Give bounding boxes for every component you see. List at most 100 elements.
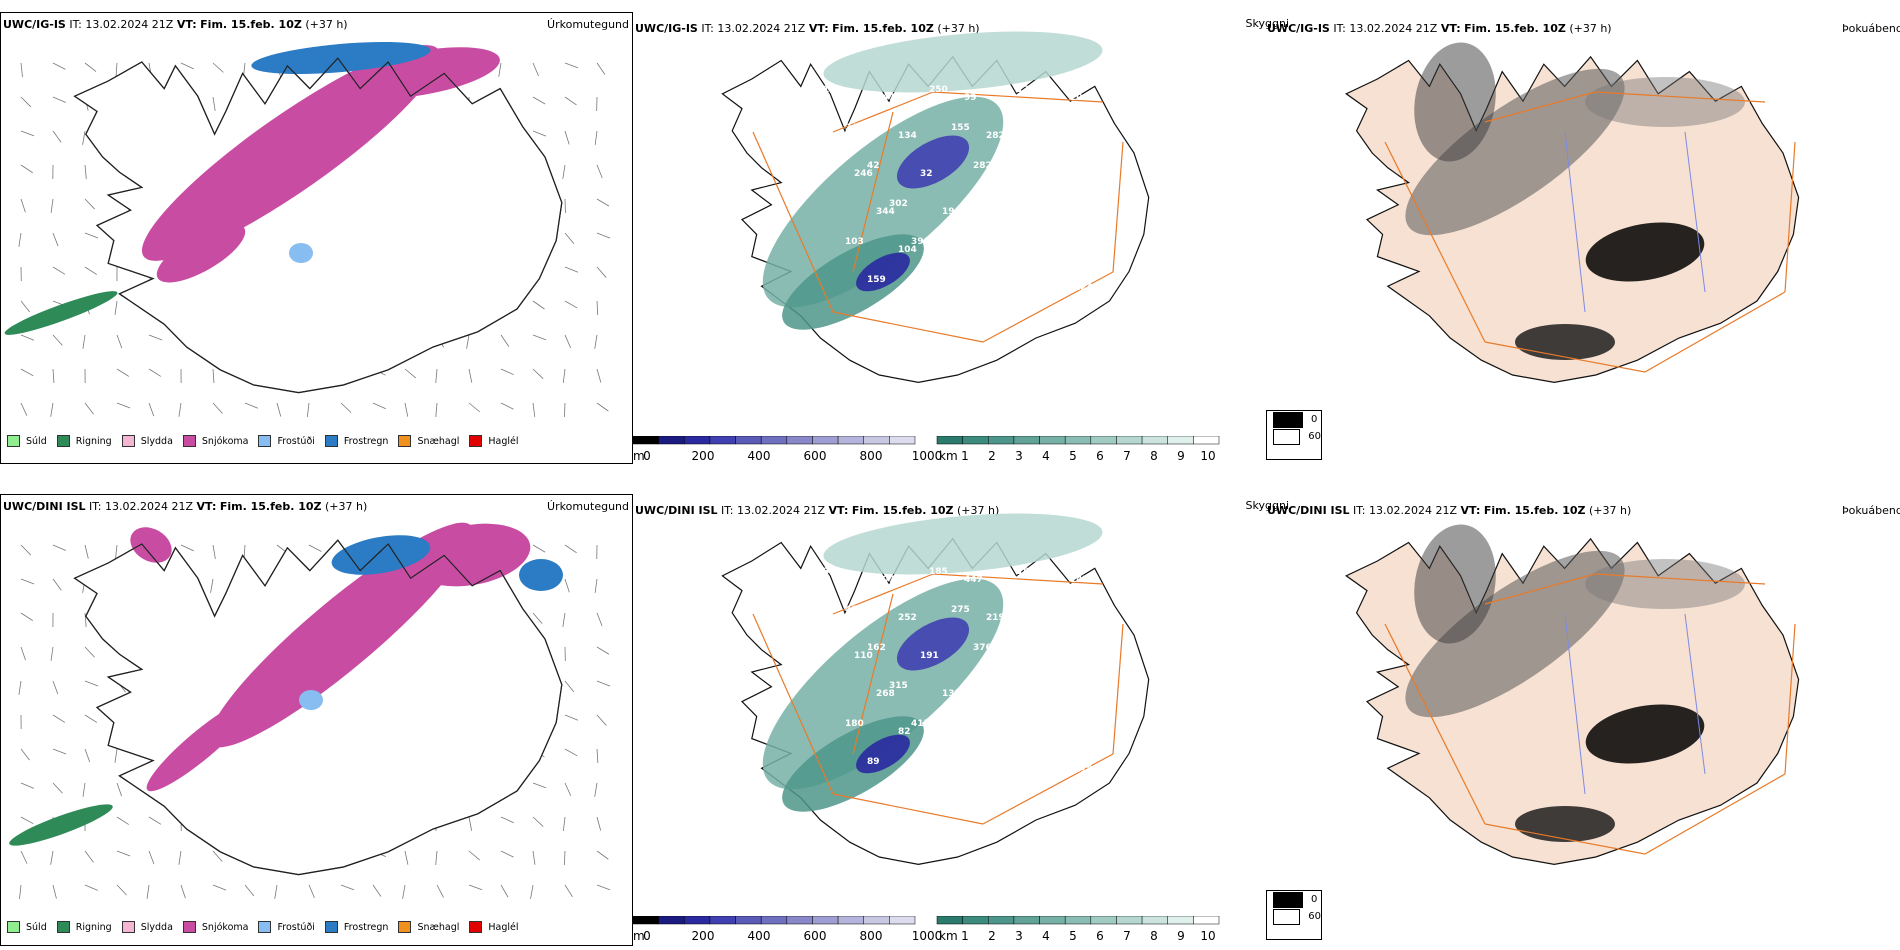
- fog-index-area: [1585, 222, 1705, 282]
- cloud-base-value: 147: [1070, 575, 1089, 585]
- road-network: [752, 573, 1124, 825]
- cloud-base-value: 132: [942, 689, 961, 699]
- cloud-base-value: 352: [1083, 681, 1102, 691]
- freezing-rain-area: [251, 41, 431, 75]
- cloud-base-value: 209: [1070, 93, 1089, 103]
- cloud-base-value: 329: [1039, 275, 1058, 285]
- cloud-base-value: 139: [1017, 85, 1036, 95]
- cloud-base-value: 12: [933, 275, 946, 285]
- legend-item: Haglél: [469, 435, 519, 447]
- cloud-base-value: 805: [1030, 689, 1049, 699]
- cloud-base-value: 250: [929, 85, 948, 95]
- legend-swatch: [398, 921, 412, 933]
- snow-area: [146, 698, 256, 792]
- fog-panel-top: UWC/IG-IS IT: 13.02.2024 21Z VT: Fim. 15…: [1265, 12, 1900, 464]
- cloud-base-value: 265: [933, 757, 952, 767]
- cloud-base-value: 282: [973, 161, 992, 171]
- scale-tick: 1000: [912, 449, 943, 463]
- scale-tick: 3: [1015, 929, 1023, 943]
- scale-tick: 9: [1177, 449, 1185, 463]
- snow-area: [130, 527, 172, 563]
- scale-tick: 600: [804, 929, 827, 943]
- legend-swatch: [258, 435, 272, 447]
- cloud-base-value: 291: [1092, 613, 1111, 623]
- cloud-base-value: 162: [867, 643, 886, 653]
- fog-legend-label: 60: [1308, 911, 1321, 922]
- fog-index-area: [1405, 550, 1625, 718]
- cloud-base-value: 507: [876, 575, 895, 585]
- cloud-base-value: 134: [898, 131, 917, 141]
- legend-swatch: [182, 435, 196, 447]
- legend-label: Súld: [26, 921, 47, 933]
- legend-label: Frostúði: [277, 435, 315, 447]
- fog-index-area: [1585, 559, 1745, 609]
- cloud-base-value: 82: [898, 727, 911, 737]
- cloud-base-value: 82: [995, 681, 1008, 691]
- scale-tick: 8: [1150, 449, 1158, 463]
- cloud-base-labels: 156 147 250 99 139 209 249 134 155 282 231 288 42 32 2…: [823, 85, 1111, 323]
- cloud-base-value: 396: [911, 237, 930, 247]
- panel-title: Úrkomutegund: [547, 18, 629, 31]
- cloud-base-colorbar: m0 200 400 600 800 1000: [633, 916, 942, 943]
- fog-index-area: [1414, 42, 1496, 162]
- scale-tick: 10: [1200, 929, 1215, 943]
- cloud-base-value: 70: [1017, 237, 1030, 247]
- freezing-drizzle-area: [299, 690, 323, 710]
- cloud-base-value: 180: [845, 719, 864, 729]
- legend-label: Slydda: [140, 435, 173, 447]
- cloud-base-value: 231: [1039, 123, 1058, 133]
- fog-legend-top: 0 60: [1266, 410, 1322, 460]
- fog-legend-item: 60: [1267, 908, 1321, 925]
- fog-legend-bottom: 0 60: [1266, 890, 1322, 940]
- legend-swatch: [469, 435, 483, 447]
- snow-area: [208, 522, 474, 748]
- cloud-base-value: 408: [845, 605, 864, 615]
- scale-tick: 4: [1042, 929, 1050, 943]
- legend-label: Rigning: [75, 435, 112, 447]
- scale-tick: 1000: [912, 929, 943, 943]
- cloud-base-labels: 30 507 185 447 191 147 408 252 275 219 785 291 162 19…: [823, 567, 1111, 775]
- cloud-base-value: 172: [1052, 245, 1071, 255]
- low-visibility-area: [823, 31, 1103, 93]
- legend-label: Frostregn: [343, 435, 389, 447]
- cloud-base-value: 268: [876, 689, 895, 699]
- cloud-base-value: 202: [920, 283, 939, 293]
- cloud-base-value: 194: [942, 207, 961, 217]
- panel-header: UWC/IG-IS IT: 13.02.2024 21Z VT: Fim. 15…: [3, 18, 348, 31]
- cloud-base-value: 302: [889, 199, 908, 209]
- cloud-base-value: 110: [854, 651, 873, 661]
- scale-tick: 7: [1123, 449, 1131, 463]
- cloud-base-value: 415: [911, 719, 930, 729]
- scale-tick: 600: [804, 449, 827, 463]
- low-visibility-area: [823, 513, 1103, 575]
- precip-type-legend: Súld Rigning Slydda Snjókoma Frostúði Frostre…: [7, 435, 529, 447]
- scale-tick: 7: [1123, 929, 1131, 943]
- cloud-base-value: 219: [986, 613, 1005, 623]
- cloud-base-value: 103: [845, 237, 864, 247]
- scale-unit: m: [633, 929, 645, 943]
- legend-swatch: [324, 921, 338, 933]
- precip-map-bottom: [9, 522, 611, 899]
- scale-tick: 5: [1069, 929, 1077, 943]
- cloud-base-value: 207: [1008, 169, 1027, 179]
- legend-label: Snæhagl: [417, 921, 460, 933]
- road-network: [1384, 91, 1796, 373]
- fog-legend-label: 0: [1311, 894, 1318, 905]
- fog-legend-item: 60: [1267, 428, 1321, 445]
- snow-area: [141, 45, 441, 261]
- scale-tick: 8: [1150, 929, 1158, 943]
- cloud-base-value: 249: [845, 123, 864, 133]
- fog-panel-bottom: UWC/DINI ISL IT: 13.02.2024 21Z VT: Fim.…: [1265, 494, 1900, 946]
- panel-title: Þokuábendi: [1842, 504, 1900, 517]
- fog-index-area: [1585, 704, 1705, 764]
- scale-tick: 3: [1015, 449, 1023, 463]
- cloud-base-value: 124: [1074, 283, 1093, 293]
- rain-area: [9, 804, 113, 846]
- legend-label: Frostúði: [277, 921, 315, 933]
- snow-area: [156, 223, 246, 283]
- cloud-base-value: 191: [920, 651, 939, 661]
- fog-index-area: [1405, 68, 1625, 236]
- legend-swatch: [469, 921, 483, 933]
- cloud-base-value: 195: [1052, 727, 1071, 737]
